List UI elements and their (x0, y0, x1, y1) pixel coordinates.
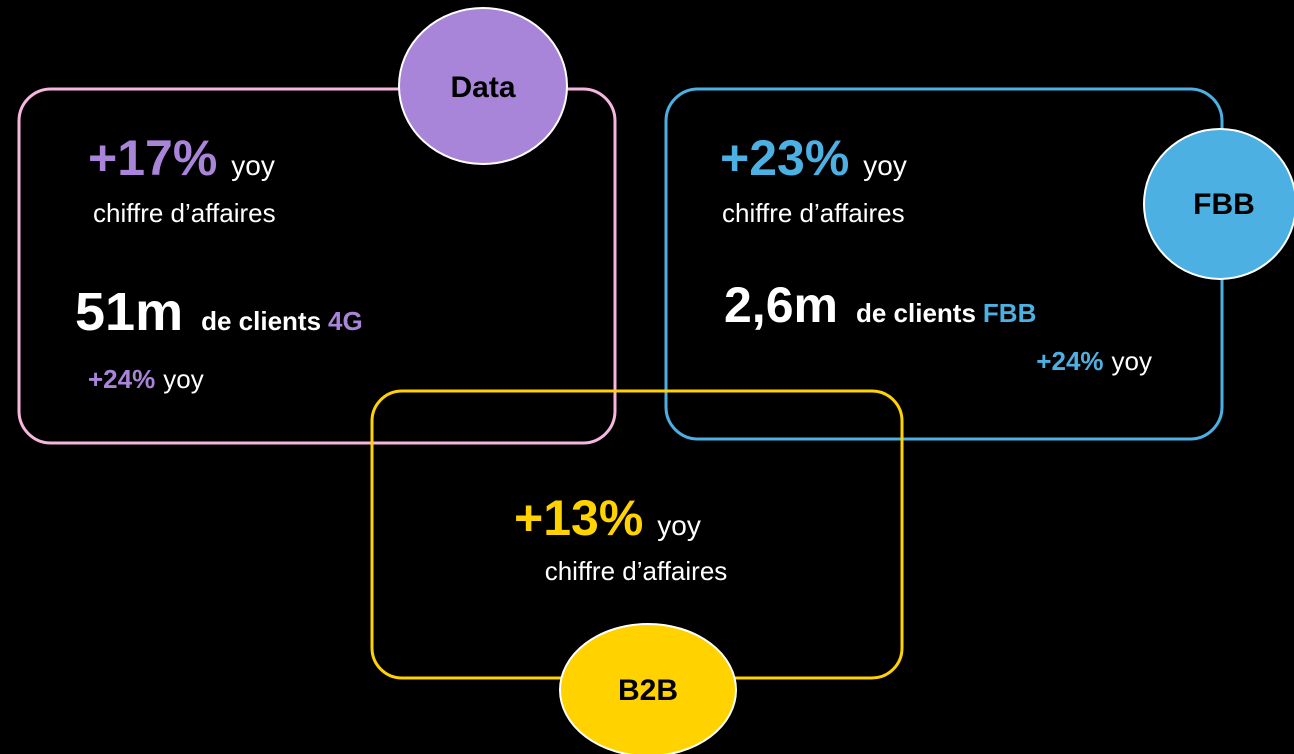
customers: 2,6m (724, 277, 838, 333)
growth: +17% (88, 130, 217, 186)
customers-text: de clients (856, 298, 976, 328)
customers-line: 51m de clients 4G (75, 282, 363, 342)
customers-tag: 4G (328, 306, 363, 336)
growth-line: +23% yoy (720, 130, 907, 186)
customers-growth-unit: yoy (163, 364, 203, 394)
badge-label: Data (450, 71, 515, 104)
growth-unit: yoy (657, 510, 701, 541)
badge-label: B2B (618, 674, 678, 707)
growth-unit: yoy (863, 150, 907, 181)
badge-label: FBB (1193, 188, 1255, 221)
growth-caption: chiffre d’affaires (722, 198, 905, 228)
growth-caption: chiffre d’affaires (93, 198, 276, 228)
customers-growth-line: +24% yoy (1036, 346, 1152, 376)
customers-growth: +24% (88, 364, 155, 394)
fbb-badge (1143, 128, 1294, 280)
growth: +23% (720, 130, 849, 186)
growth: +13% (514, 490, 643, 546)
customers-text: de clients (201, 306, 321, 336)
data-box (17, 87, 617, 445)
customers: 51m (75, 282, 183, 342)
customers-growth-line: +24% yoy (88, 364, 204, 394)
growth-line: +13% yoy (514, 490, 701, 546)
growth-caption: chiffre d’affaires (545, 556, 728, 586)
b2b-badge (559, 623, 737, 754)
customers-growth: +24% (1036, 346, 1103, 376)
data-badge (398, 7, 568, 165)
growth-unit: yoy (231, 150, 275, 181)
customers-growth-unit: yoy (1112, 346, 1152, 376)
customers-tag: FBB (983, 298, 1036, 328)
growth-line: +17% yoy (88, 130, 275, 186)
customers-line: 2,6m de clients FBB (724, 277, 1036, 333)
